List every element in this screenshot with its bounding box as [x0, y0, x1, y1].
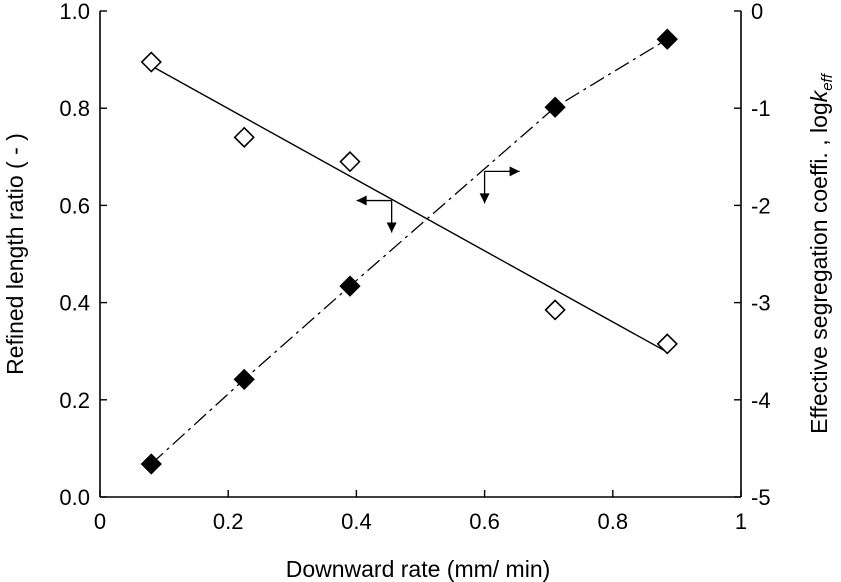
y-left-tick-label: 0.4	[59, 291, 90, 316]
x-tick-label: 0.8	[598, 509, 629, 534]
series-1-point	[339, 151, 361, 173]
y-right-tick-label: -2	[751, 193, 771, 218]
y-right-tick-label: -1	[751, 96, 771, 121]
series-1-point	[140, 51, 162, 73]
y-right-axis-label-sub: eff	[819, 72, 836, 91]
series-2-point	[140, 453, 162, 475]
right-axis-indicator-down-arrowhead	[479, 193, 490, 204]
y-right-tick-label: -5	[751, 485, 771, 510]
axes	[99, 11, 742, 498]
series-1-fit-line	[150, 65, 668, 353]
y-left-tick-label: 0.2	[59, 388, 90, 413]
right-axis-indicator-arrowhead	[509, 166, 520, 177]
series-markers	[140, 28, 678, 475]
y-left-tick-label: 0.0	[59, 485, 90, 510]
series-2-line	[150, 38, 668, 465]
y-right-axis-label-main: Effective segregation coeffi. , log	[806, 102, 832, 434]
y-left-axis-label: Refined length ratio ( - )	[2, 133, 28, 375]
x-tick-label: 0.6	[469, 509, 500, 534]
series-1-point	[544, 299, 566, 321]
series-lines	[150, 38, 668, 465]
y-left-tick-label: 0.6	[59, 193, 90, 218]
y-left-tick-label: 1.0	[59, 0, 90, 24]
ticks: 0 0.2 0.4 0.6 0.8 1 0.0 0.2 0.4 0.6 0.8 1.0 -5 -4 -3 -2…	[59, 0, 770, 534]
y-right-tick-label: -4	[751, 388, 771, 413]
y-right-axis-label: Effective segregation coeffi. , logkeff	[806, 72, 836, 434]
x-tick-label: 0	[94, 509, 106, 534]
left-axis-indicator-arrowhead	[356, 195, 367, 206]
series-2-point	[339, 275, 361, 297]
x-tick-label: 0.2	[213, 509, 244, 534]
y-right-tick-label: 0	[751, 0, 763, 24]
x-tick-label: 1	[735, 509, 747, 534]
x-tick-label: 0.4	[341, 509, 372, 534]
y-right-axis-label-k: k	[806, 89, 832, 102]
y-right-tick-label: -3	[751, 291, 771, 316]
left-axis-indicator-down-arrowhead	[386, 222, 397, 233]
annotations	[356, 166, 520, 233]
series-1-point	[233, 126, 255, 148]
series-1-point	[656, 333, 678, 355]
y-left-tick-label: 0.8	[59, 96, 90, 121]
series-2-point	[544, 96, 566, 118]
series-2-point	[233, 368, 255, 391]
x-axis-label: Downward rate (mm/ min)	[286, 556, 551, 582]
series-2-point	[656, 28, 678, 50]
